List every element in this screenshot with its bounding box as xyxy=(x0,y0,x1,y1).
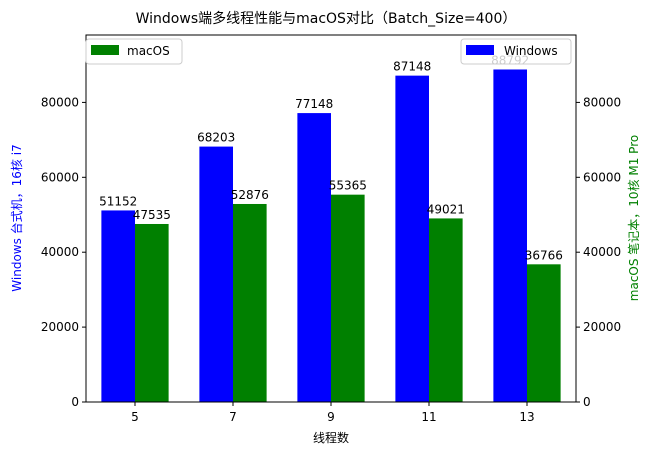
data-label-windows-5: 51152 xyxy=(99,194,137,208)
x-tick-label-9: 9 xyxy=(327,410,335,424)
legend-windows-swatch xyxy=(466,45,494,55)
x-axis-label: 线程数 xyxy=(313,430,349,445)
x-tick-label-7: 7 xyxy=(229,410,237,424)
right-axis-label: macOS 笔记本，10核 M1 Pro xyxy=(626,135,641,301)
left-y-tick-label-60000: 60000 xyxy=(41,170,79,184)
legend-macos-swatch xyxy=(91,45,119,55)
bar-macos-7 xyxy=(233,203,267,402)
bar-macos-13 xyxy=(527,264,561,402)
x-tick-label-5: 5 xyxy=(131,410,139,424)
right-y-tick-label-60000: 60000 xyxy=(583,170,621,184)
bar-macos-5 xyxy=(135,223,169,402)
bar-macos-11 xyxy=(429,218,463,402)
bar-windows-9 xyxy=(297,113,331,402)
legend-macos-label: macOS xyxy=(127,44,170,58)
data-label-macos-13: 36766 xyxy=(525,248,563,262)
data-label-macos-9: 55365 xyxy=(329,179,367,193)
x-tick-label-13: 13 xyxy=(519,410,534,424)
right-y-tick-label-40000: 40000 xyxy=(583,245,621,259)
right-y-tick-label-80000: 80000 xyxy=(583,95,621,109)
left-axis-label: Windows 台式机，16核 i7 xyxy=(9,144,24,291)
right-y-tick-label-0: 0 xyxy=(583,395,591,409)
bars-layer xyxy=(101,69,561,402)
data-label-macos-7: 52876 xyxy=(231,188,269,202)
bar-windows-5 xyxy=(101,210,135,402)
legend-windows-label: Windows xyxy=(504,44,558,58)
data-label-windows-11: 87148 xyxy=(393,60,431,74)
data-label-macos-11: 49021 xyxy=(427,202,465,216)
data-label-windows-7: 68203 xyxy=(197,131,235,145)
right-y-tick-label-20000: 20000 xyxy=(583,320,621,334)
bar-windows-11 xyxy=(395,75,429,402)
bar-windows-7 xyxy=(199,146,233,402)
legend-macos: macOS xyxy=(85,38,183,65)
axes-layer: 5 7 9 11 13 0 20000 40000 60000 80000 0 20000 40000 6… xyxy=(41,95,621,424)
data-label-windows-9: 77148 xyxy=(295,97,333,111)
left-y-tick-label-80000: 80000 xyxy=(41,95,79,109)
bar-macos-9 xyxy=(331,194,365,402)
data-label-macos-5: 47535 xyxy=(133,208,171,222)
legend-windows: Windows xyxy=(460,38,572,65)
left-y-tick-label-20000: 20000 xyxy=(41,320,79,334)
left-y-tick-label-40000: 40000 xyxy=(41,245,79,259)
x-tick-label-11: 11 xyxy=(421,410,436,424)
chart-title: Windows端多线程性能与macOS对比（Batch_Size=400） xyxy=(136,10,517,27)
bar-windows-13 xyxy=(493,69,527,402)
left-y-tick-label-0: 0 xyxy=(71,395,79,409)
